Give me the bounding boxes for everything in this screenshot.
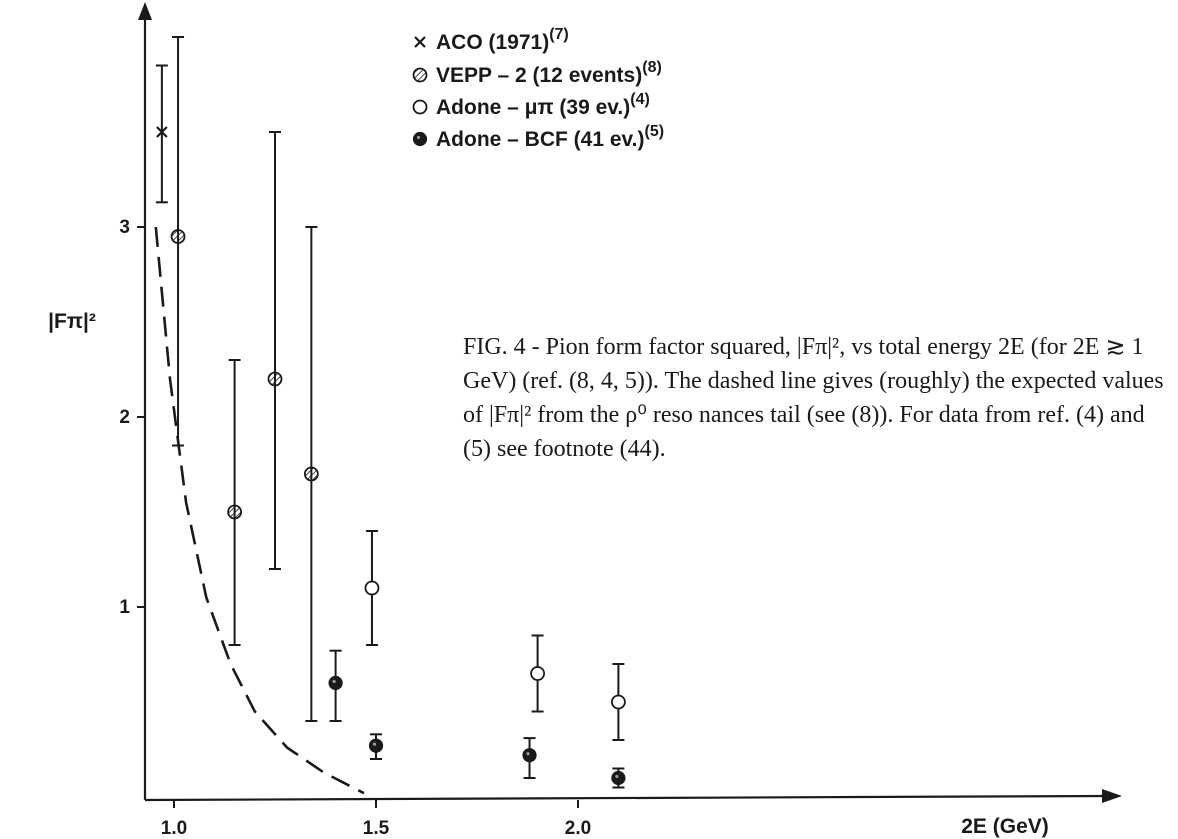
y-axis-title: |Fπ|² <box>48 310 96 333</box>
filled-circle-marker <box>611 770 626 786</box>
data-point <box>328 649 343 722</box>
open-circle-marker <box>611 694 626 710</box>
hatched-circle-marker <box>170 229 186 244</box>
ticks: 1.0 1.5 2.0 1 2 3 <box>119 217 591 839</box>
legend-entry-label: Adone – μπ (39 ev.)(4) <box>436 91 650 119</box>
data-point <box>530 634 545 713</box>
data-point <box>227 359 243 646</box>
data-point <box>368 733 384 760</box>
filled-circle-marker <box>412 131 428 147</box>
x-marker <box>414 36 426 48</box>
data-point <box>611 663 626 741</box>
y-axis-arrow <box>138 2 152 20</box>
x-axis-line <box>144 794 1109 802</box>
hatched-circle-marker <box>227 504 243 520</box>
hatched-circle-marker <box>267 371 283 387</box>
data-point <box>522 737 537 779</box>
hatched-circle-marker <box>303 466 319 482</box>
data-point <box>611 767 626 789</box>
y-tick-label: 1 <box>119 597 130 618</box>
open-circle-marker <box>412 99 428 115</box>
legend-entry-label: ACO (1971)(7) <box>436 26 569 54</box>
data-point <box>364 530 380 646</box>
legend-entry-label: VEPP – 2 (12 events)(8) <box>436 59 662 87</box>
x-axis-title: 2E (GeV) <box>961 815 1049 838</box>
x-tick-label: 1.0 <box>161 818 187 839</box>
legend: ACO (1971)(7) VEPP – 2 (12 events)(8) Adon… <box>412 26 664 151</box>
y-tick-label: 3 <box>119 217 130 238</box>
open-circle-marker <box>364 580 380 596</box>
rho-resonance-tail-dashed-curve <box>154 226 365 795</box>
x-tick-label: 2.0 <box>565 818 591 839</box>
open-circle-marker <box>530 666 545 681</box>
filled-circle-marker <box>328 675 343 691</box>
data-point <box>267 131 283 570</box>
x-marker <box>156 126 168 138</box>
y-tick-label: 2 <box>119 407 130 428</box>
axes <box>138 2 1122 803</box>
filled-circle-marker <box>368 738 384 753</box>
hatched-circle-marker <box>412 67 428 83</box>
filled-circle-marker <box>522 748 537 763</box>
data-point <box>170 36 186 447</box>
legend-entry-label: Adone – BCF (41 ev.)(5) <box>436 123 664 151</box>
x-tick-label: 1.5 <box>363 818 390 839</box>
figure-caption: FIG. 4 - Pion form factor squared, |Fπ|²… <box>463 334 1164 462</box>
data-points <box>155 36 626 789</box>
x-axis-arrow <box>1102 789 1122 803</box>
data-point <box>155 64 168 204</box>
data-point <box>303 226 319 722</box>
